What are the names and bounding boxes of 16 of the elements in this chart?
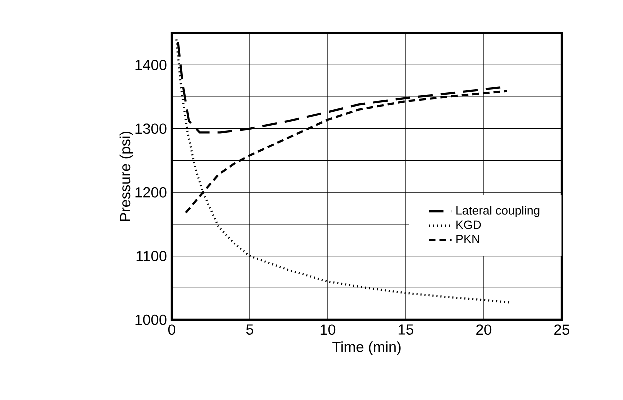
y-tick-label: 1000 [136,314,167,326]
x-tick-label: 0 [168,324,176,336]
x-tick-label: 25 [554,324,570,336]
x-tick-label: 20 [476,324,492,336]
legend-label: Lateral coupling [456,206,540,218]
y-axis-title: Pressure (psi) [120,132,134,222]
legend-label: PKN [456,235,480,244]
y-tick-label: 1300 [136,124,167,134]
y-tick-label: 1400 [136,60,167,70]
legend-label: KGD [456,220,482,230]
y-tick-label: 1100 [136,251,167,262]
x-tick-label: 15 [398,324,414,335]
x-tick-label: 10 [320,324,336,336]
x-axis-title: Time (min) [332,342,401,356]
x-tick-label: 5 [246,324,254,335]
y-tick-label: 1200 [136,187,167,198]
